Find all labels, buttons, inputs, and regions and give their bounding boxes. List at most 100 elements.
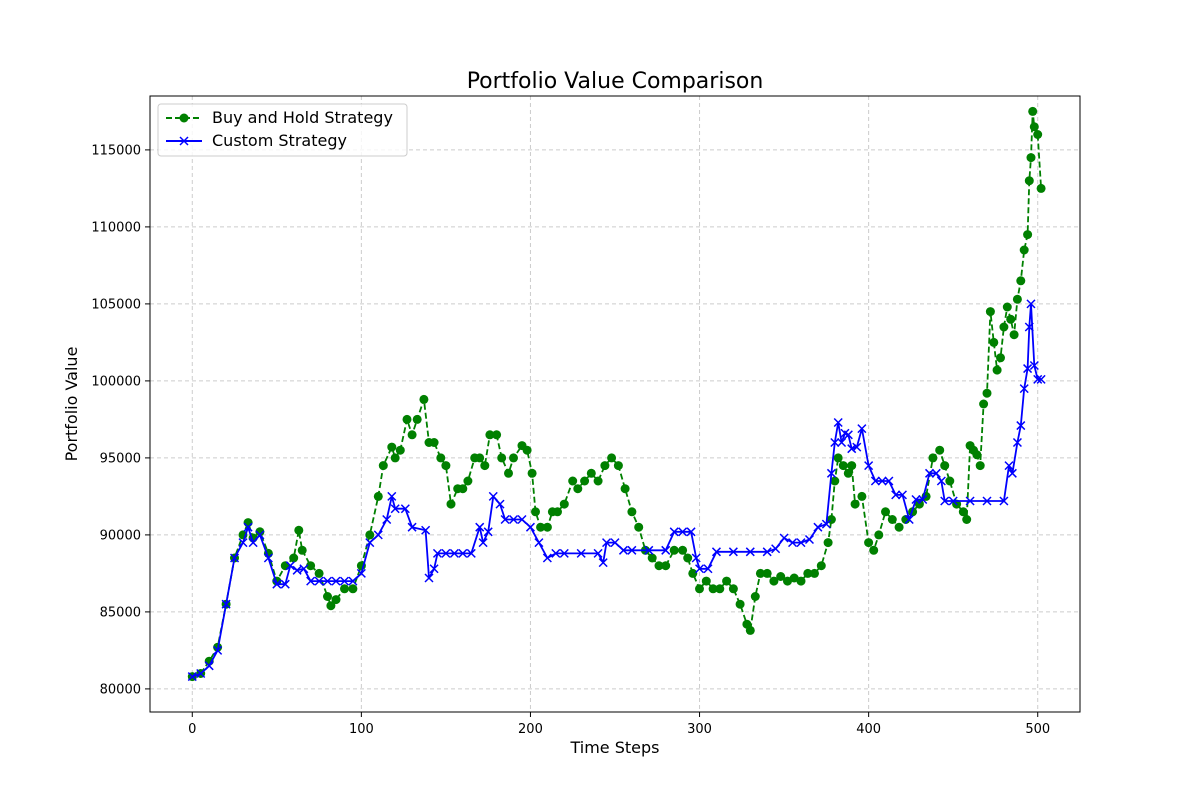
data-point-custom <box>525 522 535 532</box>
data-point-custom <box>924 468 935 478</box>
data-point-buy-hold <box>823 538 833 548</box>
data-point-custom <box>847 444 857 454</box>
data-point-custom <box>285 561 295 571</box>
data-point-buy-hold <box>857 491 867 501</box>
data-point-custom <box>610 538 620 548</box>
data-point-buy-hold <box>1006 314 1016 324</box>
data-point-buy-hold <box>701 576 711 586</box>
data-point-custom <box>745 547 755 557</box>
data-point-custom <box>779 533 789 543</box>
data-point-buy-hold <box>536 522 546 532</box>
data-point-buy-hold <box>985 307 995 317</box>
data-point-buy-hold <box>735 599 745 609</box>
data-point-custom <box>292 565 302 575</box>
data-point-buy-hold <box>745 625 755 635</box>
data-point-custom <box>931 468 941 478</box>
data-point-custom <box>1036 374 1046 384</box>
data-point-custom <box>891 490 901 500</box>
series-line-buy-hold <box>191 110 1042 678</box>
data-point-custom <box>830 437 840 448</box>
data-point-buy-hold <box>810 568 819 578</box>
data-point-custom <box>627 545 637 555</box>
y-tick-label: 85000 <box>100 605 141 620</box>
data-point-buy-hold <box>378 461 388 471</box>
y-tick-label: 80000 <box>100 682 141 697</box>
series-buy-hold <box>187 106 1046 682</box>
data-point-custom <box>187 672 197 682</box>
data-point-buy-hold <box>847 461 857 471</box>
data-point-custom <box>348 576 358 586</box>
data-point-buy-hold <box>789 573 799 583</box>
data-point-custom <box>432 548 442 558</box>
data-point-buy-hold <box>783 576 792 586</box>
data-point-custom <box>771 544 781 554</box>
data-point-custom <box>762 547 772 557</box>
data-point-buy-hold <box>402 414 412 424</box>
data-point-buy-hold <box>762 568 772 578</box>
data-point-custom <box>711 547 721 557</box>
data-point-custom <box>213 645 223 655</box>
data-point-custom <box>904 514 914 525</box>
data-point-buy-hold <box>280 561 290 571</box>
data-point-custom <box>864 461 874 471</box>
data-point-buy-hold <box>340 584 349 594</box>
x-tick-label: 400 <box>856 722 881 737</box>
data-point-buy-hold <box>816 561 826 571</box>
data-point-buy-hold <box>975 461 985 471</box>
data-point-buy-hold <box>928 453 938 463</box>
legend-label-buy-hold: Buy and Hold Strategy <box>212 108 393 127</box>
data-point-buy-hold <box>613 461 623 471</box>
data-point-buy-hold <box>695 584 704 594</box>
data-point-custom <box>280 579 290 589</box>
data-point-buy-hold <box>441 461 451 471</box>
data-point-buy-hold <box>914 499 924 509</box>
data-point-custom <box>314 576 324 586</box>
data-point-custom <box>424 573 434 583</box>
grid-lines <box>150 96 1080 712</box>
data-point-custom <box>373 530 383 540</box>
data-point-custom <box>877 476 887 486</box>
data-point-custom <box>1016 421 1026 431</box>
data-point-buy-hold <box>522 445 532 455</box>
data-point-buy-hold <box>504 468 513 478</box>
data-point-buy-hold <box>531 507 540 517</box>
data-point-custom <box>796 538 806 548</box>
x-tick-label: 100 <box>349 722 374 737</box>
data-point-custom <box>339 576 349 586</box>
data-point-custom <box>551 548 561 558</box>
data-point-custom <box>331 576 341 586</box>
data-point-buy-hold <box>654 561 664 571</box>
data-point-buy-hold <box>728 584 738 594</box>
data-point-buy-hold <box>348 584 358 594</box>
data-point-buy-hold <box>627 507 637 517</box>
data-point-custom <box>559 548 569 558</box>
y-tick-label: 115000 <box>91 143 141 158</box>
data-point-buy-hold <box>1029 122 1039 132</box>
data-point-custom <box>475 522 485 532</box>
data-point-custom <box>483 527 493 537</box>
data-point-custom <box>911 494 921 505</box>
data-point-buy-hold <box>715 584 725 594</box>
data-point-custom <box>1033 374 1043 384</box>
data-point-buy-hold <box>683 553 693 563</box>
data-point-buy-hold <box>1036 183 1046 193</box>
data-point-custom <box>813 522 823 532</box>
series-line-custom <box>191 302 1042 678</box>
data-point-buy-hold <box>999 322 1009 332</box>
data-point-buy-hold <box>850 499 860 509</box>
data-point-buy-hold <box>708 584 718 594</box>
data-point-custom <box>703 564 713 574</box>
data-point-custom <box>870 476 880 486</box>
data-point-buy-hold <box>373 491 383 501</box>
data-point-buy-hold <box>509 453 518 463</box>
data-point-custom <box>686 527 696 537</box>
data-point-custom <box>936 476 946 486</box>
data-point-custom <box>661 545 671 555</box>
data-point-buy-hold <box>803 568 813 578</box>
y-tick-label: 90000 <box>100 528 141 543</box>
data-point-buy-hold <box>255 527 265 537</box>
data-point-buy-hold <box>429 438 439 447</box>
data-point-buy-hold <box>894 522 904 532</box>
data-point-custom <box>1029 360 1039 371</box>
data-point-buy-hold <box>407 430 417 440</box>
